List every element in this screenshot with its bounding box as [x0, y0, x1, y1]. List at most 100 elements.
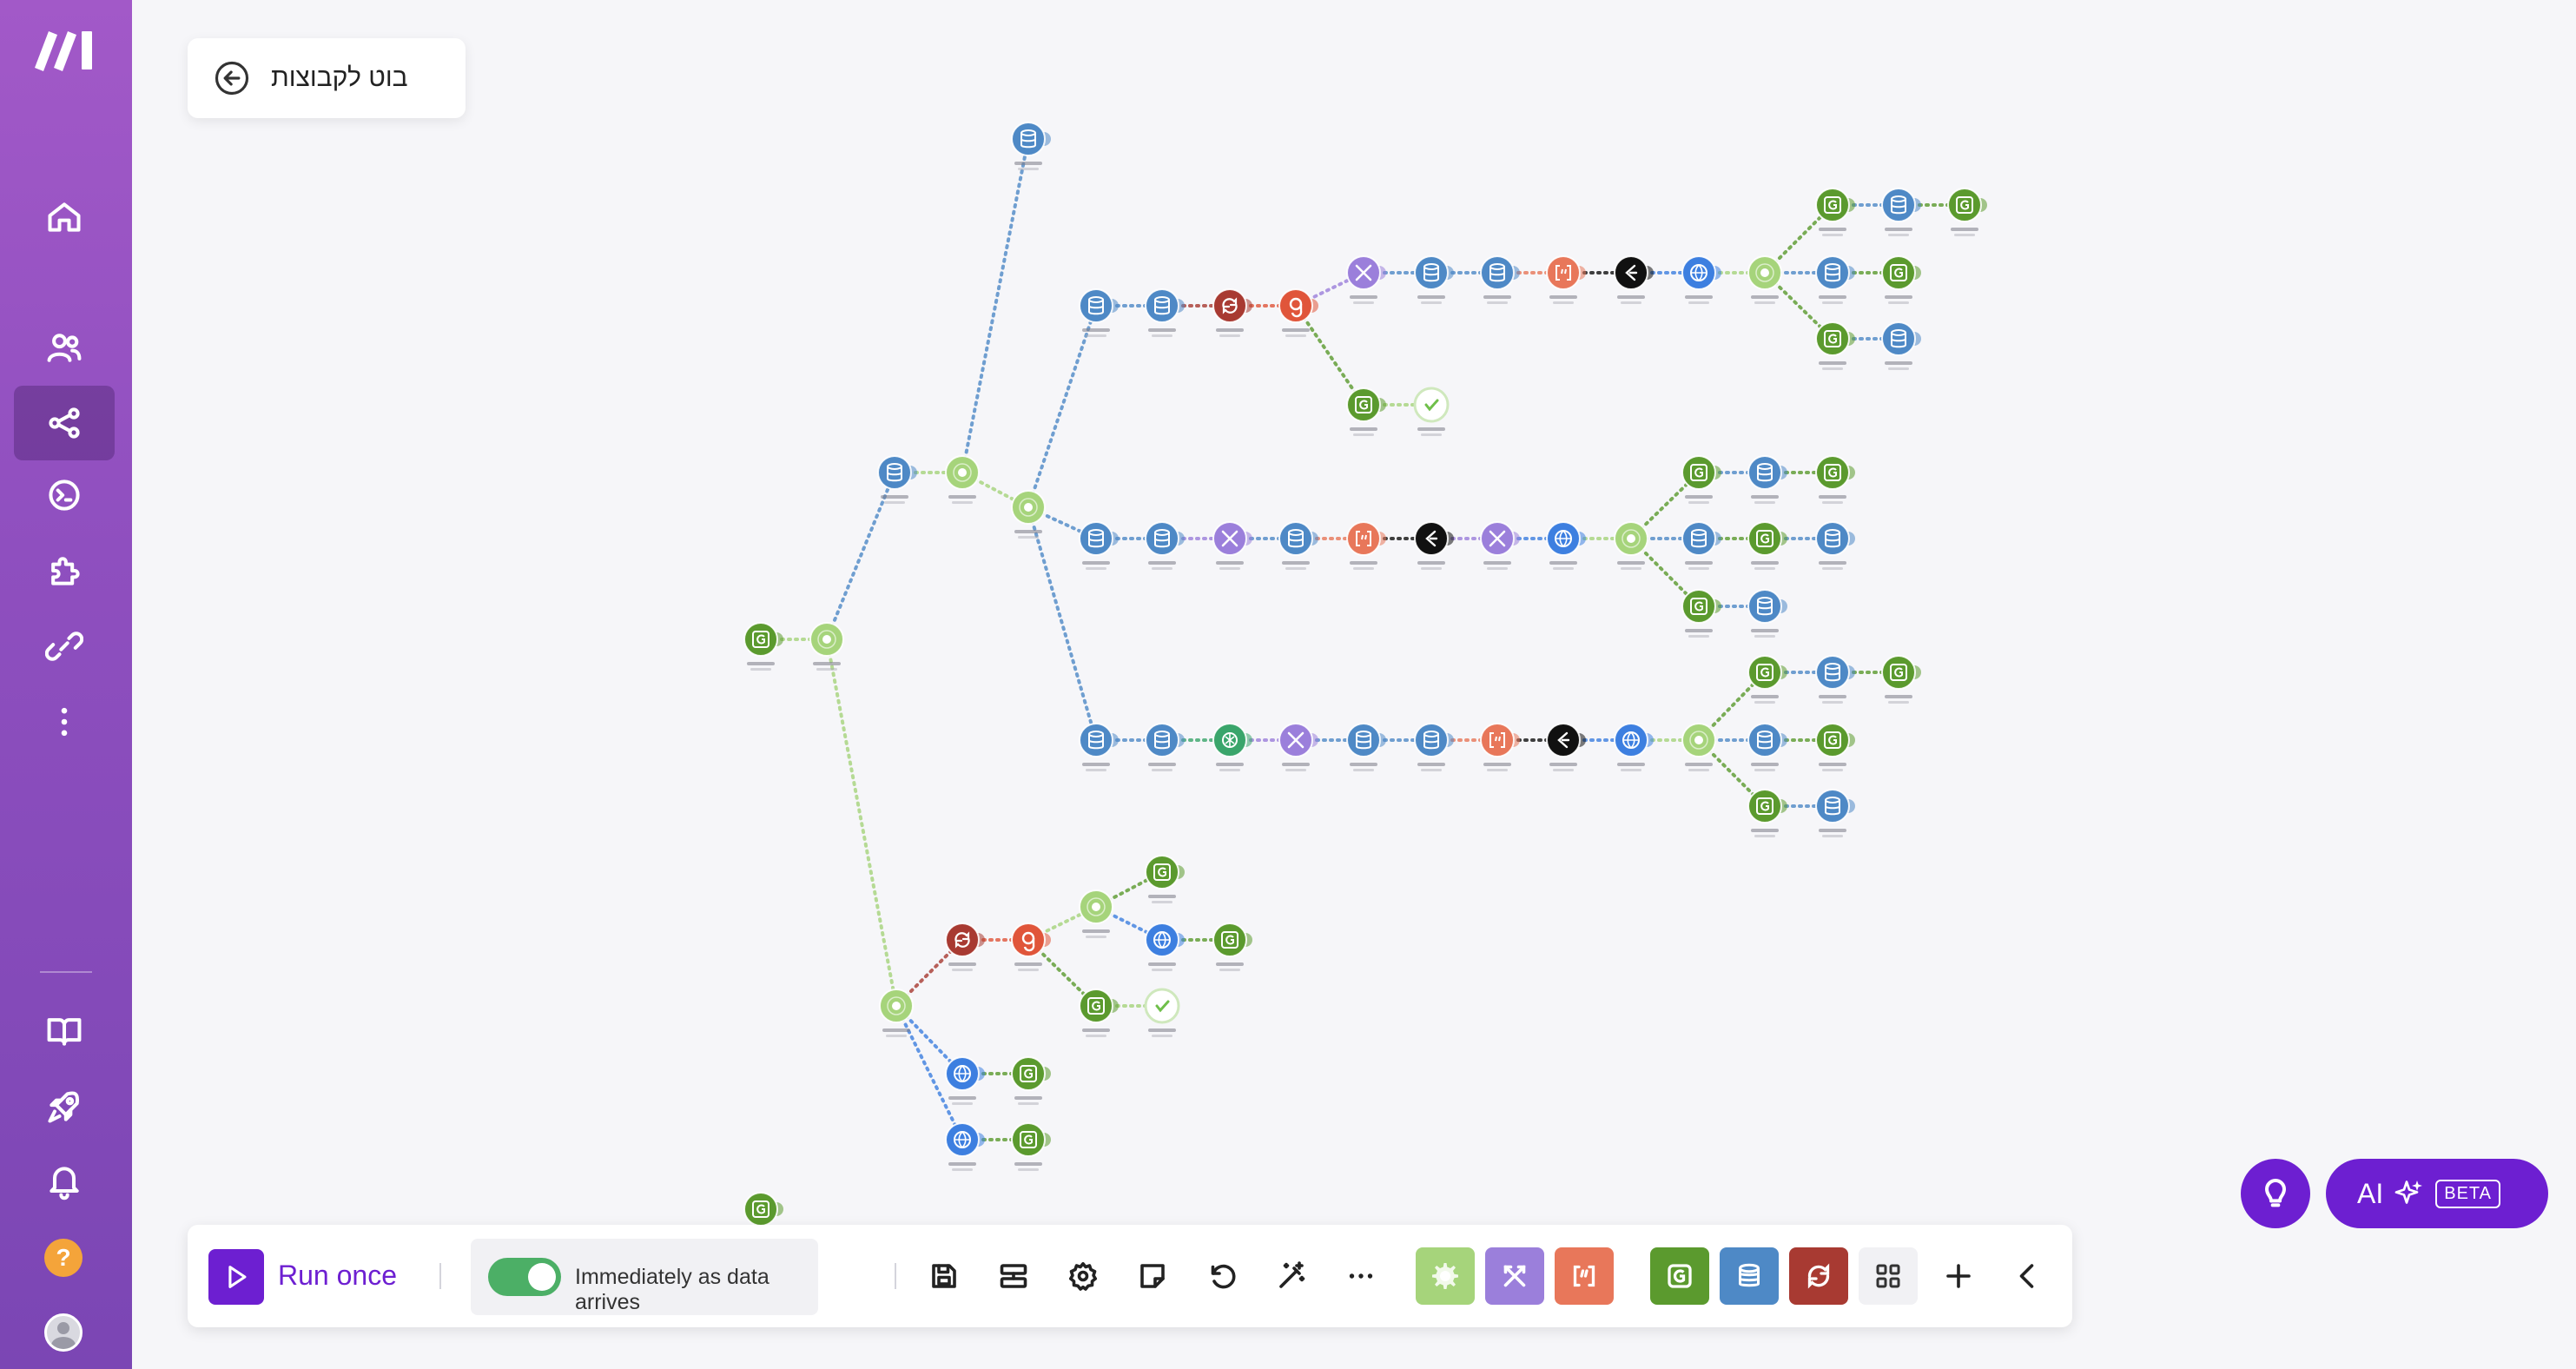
- sidebar-item-templates[interactable]: [14, 458, 115, 532]
- module-http[interactable]: [945, 1122, 985, 1171]
- module-greenapi[interactable]: [1145, 855, 1185, 903]
- module-router[interactable]: [879, 989, 914, 1037]
- module-greenapi[interactable]: [1747, 655, 1787, 704]
- more-options-button[interactable]: [1339, 1254, 1383, 1298]
- help-icon[interactable]: ?: [44, 1239, 83, 1277]
- sidebar-item-notifications[interactable]: [14, 1144, 115, 1219]
- module-router[interactable]: [1011, 490, 1046, 539]
- module-datastore[interactable]: [1815, 789, 1855, 837]
- module-datastore[interactable]: [1480, 255, 1520, 304]
- module-repeater[interactable]: [945, 923, 985, 971]
- module-black[interactable]: [1414, 521, 1454, 570]
- module-greenapi[interactable]: [1079, 989, 1119, 1037]
- module-router[interactable]: [945, 455, 980, 504]
- sidebar-item-team[interactable]: [14, 310, 115, 385]
- module-connection[interactable]: [895, 1004, 964, 1141]
- all-apps-button[interactable]: [1859, 1247, 1918, 1305]
- run-once-button[interactable]: [208, 1249, 264, 1305]
- module-datastore[interactable]: [877, 455, 917, 504]
- sidebar-item-docs[interactable]: [14, 994, 115, 1068]
- sidebar-item-scenarios[interactable]: [14, 386, 115, 460]
- module-datastore[interactable]: [1747, 589, 1787, 638]
- scenario-canvas[interactable]: [132, 0, 2576, 1369]
- sidebar-item-whats-new[interactable]: [14, 1069, 115, 1144]
- module-http[interactable]: [1614, 723, 1654, 771]
- module-datastore[interactable]: [1747, 455, 1787, 504]
- add-module-button[interactable]: [1937, 1254, 1980, 1298]
- data-store-button[interactable]: [1720, 1247, 1779, 1305]
- module-datastore[interactable]: [1346, 723, 1386, 771]
- module-datastore[interactable]: [1881, 188, 1921, 236]
- module-gemini[interactable]: [1278, 288, 1318, 337]
- module-connection[interactable]: [1294, 304, 1365, 407]
- module-datastore[interactable]: [1414, 723, 1454, 771]
- module-greenapi[interactable]: [1947, 188, 1987, 236]
- user-avatar[interactable]: [44, 1313, 83, 1352]
- module-greenapi[interactable]: [1346, 387, 1386, 436]
- module-router[interactable]: [1747, 255, 1782, 304]
- module-router[interactable]: [809, 622, 844, 671]
- undo-button[interactable]: [1200, 1254, 1244, 1298]
- module-greenapi[interactable]: [1815, 455, 1855, 504]
- module-datastore[interactable]: [1145, 723, 1185, 771]
- repeater-button[interactable]: [1789, 1247, 1848, 1305]
- module-http[interactable]: [1546, 521, 1586, 570]
- schedule-toggle[interactable]: [488, 1258, 561, 1296]
- module-http[interactable]: [945, 1056, 985, 1105]
- module-greenapi[interactable]: [743, 622, 783, 671]
- text-parser-button[interactable]: [1555, 1247, 1614, 1305]
- green-api-button[interactable]: [1650, 1247, 1709, 1305]
- schedule-setting[interactable]: Immediately as data arrives: [471, 1239, 818, 1315]
- module-greenapi[interactable]: [1011, 1122, 1051, 1171]
- module-openai[interactable]: [1212, 723, 1252, 771]
- module-check[interactable]: [1413, 387, 1450, 436]
- sidebar-item-apps[interactable]: [14, 533, 115, 608]
- module-black[interactable]: [1546, 723, 1586, 771]
- module-datastore[interactable]: [1079, 723, 1119, 771]
- module-datastore[interactable]: [1145, 521, 1185, 570]
- module-text-parser[interactable]: [1546, 255, 1586, 304]
- module-greenapi[interactable]: [1747, 521, 1787, 570]
- flow-control-button[interactable]: [1485, 1247, 1544, 1305]
- module-http[interactable]: [1681, 255, 1721, 304]
- module-greenapi[interactable]: [1681, 455, 1721, 504]
- module-datastore[interactable]: [1011, 122, 1051, 170]
- module-datastore[interactable]: [1815, 255, 1855, 304]
- module-repeater[interactable]: [1212, 288, 1252, 337]
- module-router[interactable]: [1079, 890, 1113, 938]
- module-black[interactable]: [1614, 255, 1654, 304]
- module-check[interactable]: [1144, 988, 1180, 1037]
- module-router[interactable]: [1681, 723, 1716, 771]
- module-flow[interactable]: [1346, 255, 1386, 304]
- module-datastore[interactable]: [1278, 521, 1318, 570]
- back-arrow-icon[interactable]: [214, 60, 250, 96]
- save-button[interactable]: [922, 1254, 966, 1298]
- module-greenapi[interactable]: [1881, 255, 1921, 304]
- auto-align-button[interactable]: [1270, 1254, 1313, 1298]
- collapse-toolbar-button[interactable]: [2006, 1254, 2050, 1298]
- module-text-parser[interactable]: [1480, 723, 1520, 771]
- scenario-settings-button[interactable]: [992, 1254, 1035, 1298]
- notes-button[interactable]: [1131, 1254, 1174, 1298]
- hints-button[interactable]: [2241, 1159, 2310, 1228]
- module-greenapi[interactable]: [1881, 655, 1921, 704]
- module-flow[interactable]: [1212, 521, 1252, 570]
- module-datastore[interactable]: [1747, 723, 1787, 771]
- module-connection[interactable]: [1027, 304, 1098, 509]
- module-datastore[interactable]: [1881, 321, 1921, 370]
- module-connection[interactable]: [825, 638, 898, 1008]
- module-datastore[interactable]: [1145, 288, 1185, 337]
- module-datastore[interactable]: [1815, 655, 1855, 704]
- module-text-parser[interactable]: [1346, 521, 1386, 570]
- tools-router-button[interactable]: [1416, 1247, 1475, 1305]
- module-router[interactable]: [1614, 521, 1648, 570]
- module-connection[interactable]: [1027, 506, 1098, 742]
- module-flow[interactable]: [1278, 723, 1318, 771]
- module-datastore[interactable]: [1414, 255, 1454, 304]
- module-greenapi[interactable]: [1815, 188, 1855, 236]
- module-connection[interactable]: [961, 137, 1030, 474]
- sidebar-item-connections[interactable]: [14, 609, 115, 684]
- module-greenapi[interactable]: [1212, 923, 1252, 971]
- module-greenapi[interactable]: [1011, 1056, 1051, 1105]
- module-datastore[interactable]: [1815, 521, 1855, 570]
